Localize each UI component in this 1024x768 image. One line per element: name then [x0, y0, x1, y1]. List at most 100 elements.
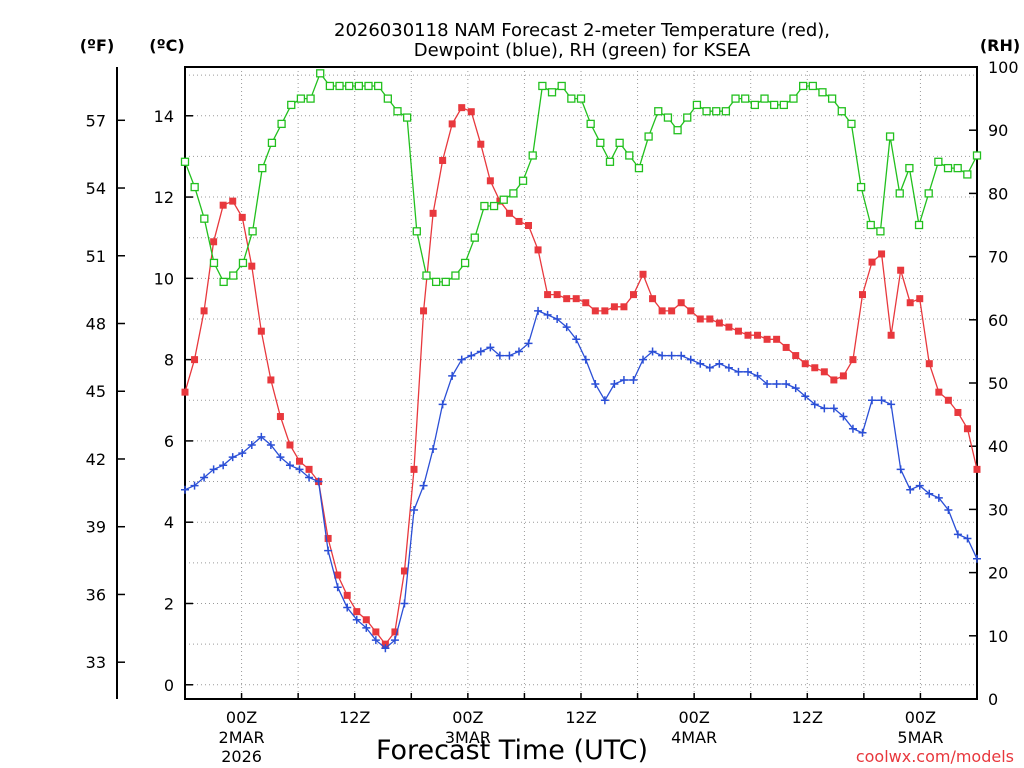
temperature-point [534, 246, 542, 254]
tick-labels: 0 2 4 6 8 10 12 14 33 36 39 42 45 48 51 54 57 0 10 20 30 40 50… [86, 58, 1019, 766]
dewpoint-point [438, 400, 447, 409]
celsius-unit-label: (ºC) [149, 36, 184, 55]
rh-point [750, 100, 760, 110]
temperature-point [954, 408, 962, 416]
rh-point [335, 81, 344, 91]
rh-point [296, 94, 306, 103]
temperature-point [248, 262, 256, 270]
rh-point [383, 94, 392, 103]
x-tick-label: 00Z [226, 708, 257, 727]
temperature-point [801, 360, 809, 368]
rh-point [654, 107, 663, 116]
temperature-point [868, 258, 876, 266]
dewpoint-point [848, 424, 857, 433]
dewpoint-point [276, 453, 285, 462]
rh-point [692, 100, 702, 110]
dewpoint-point [572, 335, 581, 344]
temperature-point [687, 307, 695, 315]
dewpoint-point [219, 461, 228, 470]
rh-point [364, 81, 373, 91]
dewpoint-point [753, 371, 762, 380]
x-tick-year-label: 2026 [221, 747, 262, 766]
x-tick-date-label: 4MAR [671, 728, 717, 747]
rh-point [866, 220, 875, 230]
rh-point [596, 138, 605, 147]
rh-point [509, 189, 518, 198]
temperature-point [658, 307, 666, 315]
dewpoint-point [696, 359, 705, 368]
dewpoint-point [868, 396, 877, 405]
rh-point [712, 107, 721, 116]
dewpoint-point [209, 465, 218, 474]
dewpoint-point [486, 343, 495, 352]
dewpoint-point [200, 473, 209, 482]
temperature-point [505, 209, 513, 217]
temperature-point [219, 201, 227, 209]
rh-point [905, 163, 914, 173]
temperature-point [334, 571, 342, 579]
dewpoint-point [524, 339, 533, 348]
dewpoint-point [639, 355, 648, 364]
dewpoint-point [495, 351, 504, 360]
dewpoint-point [772, 380, 781, 389]
rh-point [847, 119, 856, 129]
rh-point [499, 195, 508, 204]
dewpoint-point [343, 603, 352, 612]
dewpoint-point [810, 400, 819, 409]
x-tick-label: 12Z [792, 708, 823, 727]
temperature-point [944, 396, 952, 404]
celsius-tick-label: 14 [154, 107, 174, 126]
dewpoint-point [257, 432, 266, 441]
celsius-tick-label: 4 [164, 513, 174, 532]
temperature-point [601, 307, 609, 315]
rh-point [837, 107, 846, 116]
temperature-point [916, 295, 924, 303]
temperature-point [811, 364, 819, 372]
rh-point [354, 81, 364, 91]
dewpoint-point [190, 481, 199, 490]
temperature-point [439, 156, 447, 164]
rh-point [770, 100, 779, 110]
dewpoint-point [743, 367, 752, 376]
fahrenheit-tick-label: 45 [86, 382, 106, 401]
rh-point [325, 81, 335, 91]
temperature-point [267, 376, 275, 384]
temperature-point [858, 291, 866, 299]
temperature-point [839, 372, 847, 380]
rh-point [885, 132, 895, 141]
temperature-point [582, 299, 590, 307]
dewpoint-point [973, 554, 981, 563]
rh-tick-label: 20 [988, 564, 1008, 583]
temperature-point [792, 352, 800, 360]
temperature-point [935, 388, 943, 396]
dewpoint-point [305, 473, 314, 482]
rh-point [402, 113, 412, 122]
temperature-point [343, 591, 351, 599]
dewpoint-point [705, 363, 714, 372]
temperature-point [525, 222, 533, 230]
dewpoint-point [782, 380, 791, 389]
temperature-point [563, 295, 571, 303]
rh-point [238, 258, 248, 268]
temperature-point [572, 295, 580, 303]
rh-tick-label: 60 [988, 311, 1008, 330]
rh-point [422, 271, 431, 280]
temperature-point [963, 425, 971, 433]
dewpoint-point [658, 351, 667, 360]
rh-point [316, 69, 325, 78]
dewpoint-point [820, 404, 829, 413]
rh-point [306, 94, 315, 103]
rh-point [943, 163, 953, 173]
rh-point [267, 138, 277, 147]
rh-point [431, 277, 441, 287]
rh-point [567, 94, 576, 103]
temperature-point [725, 323, 733, 331]
rh-point [374, 81, 383, 91]
temperature-point [706, 315, 714, 323]
temperature-point [591, 307, 599, 315]
temperature-point [639, 270, 647, 278]
temperature-point [677, 299, 685, 307]
dewpoint-point [505, 351, 514, 360]
rh-tick-label: 50 [988, 374, 1008, 393]
temperature-point [276, 413, 284, 421]
